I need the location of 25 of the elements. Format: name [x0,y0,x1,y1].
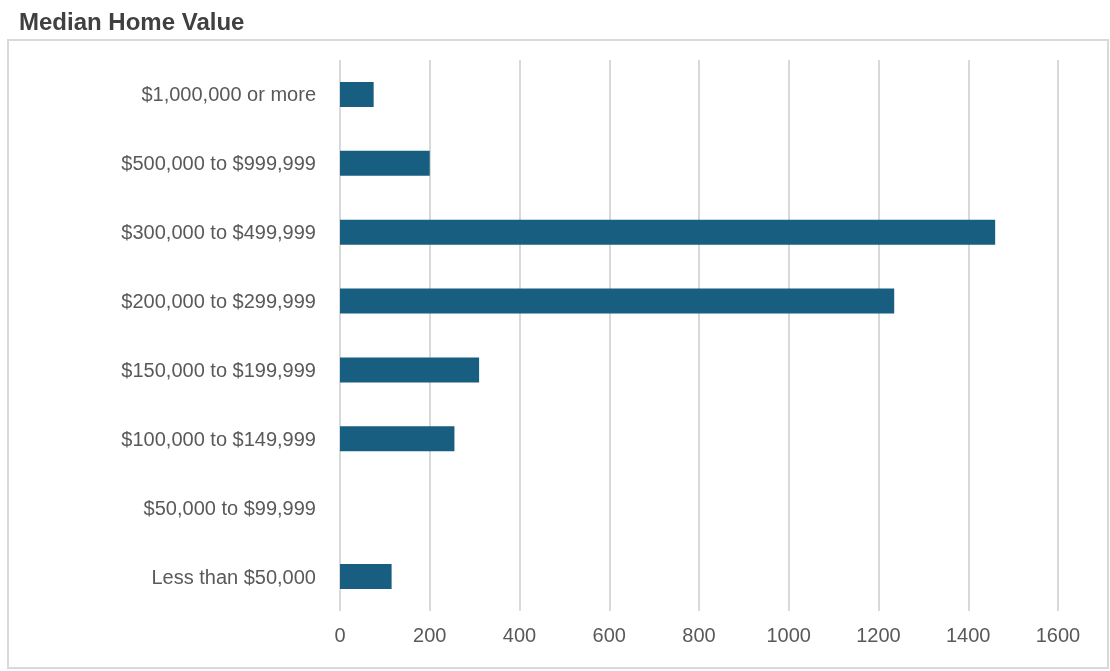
x-tick-label: 1600 [1035,624,1081,646]
x-tick-label: 400 [502,624,537,646]
x-tick-label: 1400 [946,624,991,646]
y-tick-label: $1,000,000 or more [141,83,316,106]
y-tick-label: $300,000 to $499,999 [121,221,316,244]
y-tick-label: Less than $50,000 [151,565,316,588]
x-tick-label: 600 [592,624,626,646]
y-tick-label: $50,000 to $99,999 [143,496,316,519]
x-tick-label: 800 [682,624,716,646]
bar [340,564,392,590]
x-tick-label: 0 [334,624,346,646]
bar [340,219,996,245]
y-tick-label: $100,000 to $149,999 [121,427,316,450]
bar [340,81,374,107]
bar [340,426,455,452]
y-tick-label: $200,000 to $299,999 [121,290,316,313]
x-tick-label: 1000 [766,624,811,646]
bar [340,288,895,314]
x-tick-label: 200 [413,624,447,646]
x-tick-label: 1200 [856,624,901,646]
y-tick-label: $150,000 to $199,999 [121,358,316,381]
bar [340,357,480,383]
y-tick-label: $500,000 to $999,999 [121,152,316,175]
bar [340,150,430,176]
text: Median Home Value [19,7,245,35]
